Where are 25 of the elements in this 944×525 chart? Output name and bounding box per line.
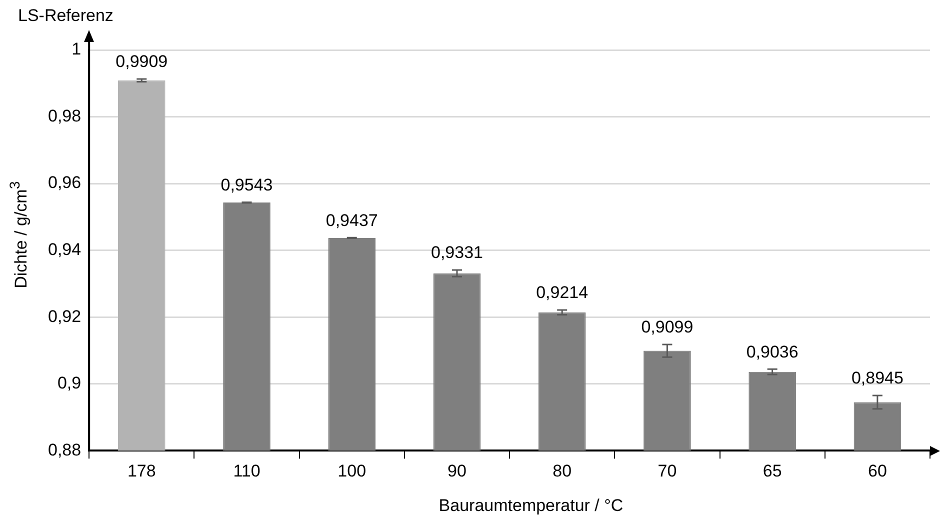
y-tick-label: 0,88: [48, 440, 82, 460]
y-tick-label: 0,98: [48, 106, 82, 126]
data-label: 0,9437: [326, 210, 378, 230]
data-label: 0,9543: [220, 175, 273, 194]
data-label: 0,9909: [116, 52, 168, 72]
x-tick-label: 90: [448, 461, 466, 480]
y-tick-label: 0,96: [48, 173, 82, 192]
y-tick-label: 0,92: [48, 306, 82, 326]
data-label: 0,9331: [430, 243, 483, 262]
data-label: 0,8945: [851, 368, 904, 388]
x-tick-label: 110: [233, 461, 260, 480]
text: LS-Referenz: [18, 6, 114, 26]
x-tick-label: 70: [658, 461, 677, 480]
x-tick-label: 80: [552, 461, 572, 480]
data-label: 0,9214: [536, 283, 588, 302]
x-axis-title: Bauraumtemperatur / °C: [438, 496, 624, 516]
x-tick-label: 178: [127, 461, 156, 480]
x-tick-label: 65: [762, 461, 782, 480]
y-tick-label: 0,9: [57, 374, 82, 393]
data-label: 0,9036: [746, 342, 798, 362]
data-label: 0,9099: [641, 318, 694, 337]
x-tick-label: 60: [868, 461, 887, 480]
y-tick-label: 1: [72, 40, 82, 59]
x-tick-label: 100: [338, 461, 366, 480]
y-tick-label: 0,94: [48, 240, 82, 259]
